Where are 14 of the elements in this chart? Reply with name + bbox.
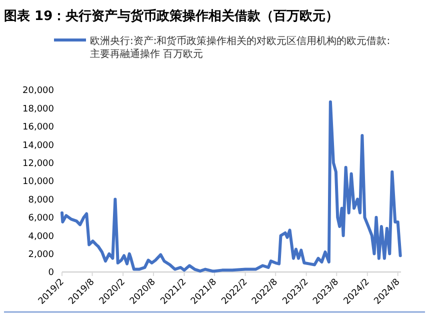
y-tick-label: 20,000 bbox=[22, 86, 54, 96]
y-tick-label: 10,000 bbox=[22, 177, 54, 188]
legend-label: 欧洲央行:资产:和货币政策操作相关的对欧元区信用机构的欧元借款:主要再融通操作 百万欧元 bbox=[90, 35, 390, 60]
y-tick-label: 16,000 bbox=[22, 122, 54, 133]
chart-title: 图表 19：央行资产与货币政策操作相关借款（百万欧元） bbox=[4, 8, 339, 24]
y-tick-label: 12,000 bbox=[22, 158, 54, 169]
y-tick-label: 6,000 bbox=[28, 214, 54, 224]
y-tick-label: 18,000 bbox=[22, 104, 54, 114]
y-tick-label: 14,000 bbox=[22, 140, 54, 151]
y-tick-label: 4,000 bbox=[28, 232, 54, 242]
y-tick-label: 0 bbox=[48, 268, 54, 278]
y-tick-label: 8,000 bbox=[28, 195, 54, 206]
y-tick-label: 2,000 bbox=[28, 250, 54, 260]
line-series bbox=[60, 100, 402, 273]
